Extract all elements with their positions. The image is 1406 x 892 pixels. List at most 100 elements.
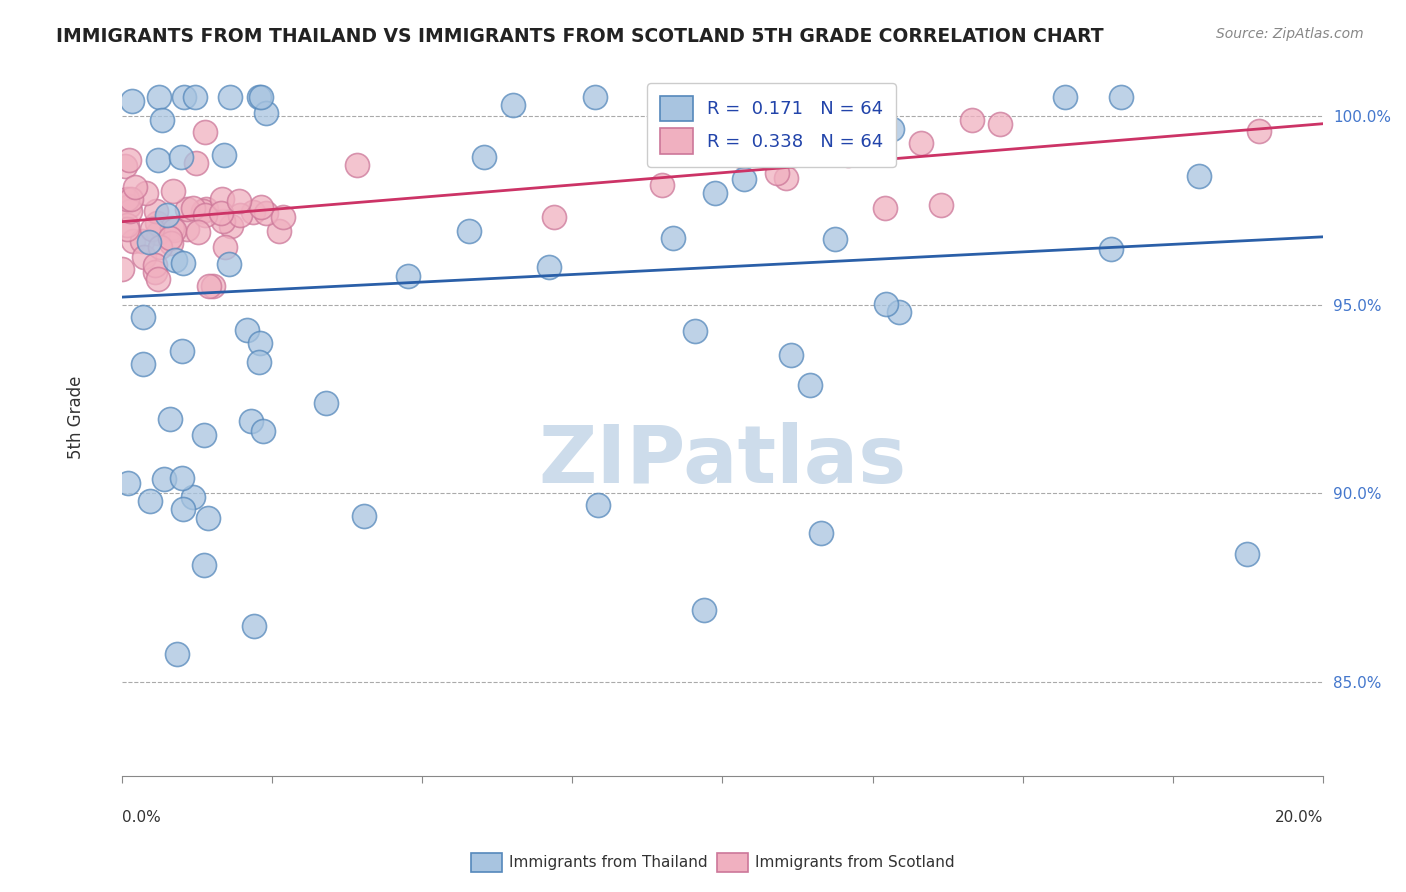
Point	[502, 97, 524, 112]
Text: 5th Grade: 5th Grade	[67, 376, 84, 459]
Point	[271, 210, 294, 224]
Point	[160, 235, 183, 250]
Point	[141, 222, 163, 236]
Point	[184, 155, 207, 169]
Point	[138, 494, 160, 508]
Point	[650, 178, 672, 192]
Point	[172, 256, 194, 270]
Point	[159, 231, 181, 245]
Point	[837, 147, 859, 161]
Point	[733, 172, 755, 186]
Point	[194, 202, 217, 217]
Point	[156, 208, 179, 222]
Point	[165, 253, 187, 268]
Point	[929, 198, 952, 212]
Point	[181, 490, 204, 504]
Point	[193, 428, 215, 442]
Text: Immigrants from Scotland: Immigrants from Scotland	[755, 855, 955, 870]
Point	[115, 193, 138, 207]
Point	[219, 90, 242, 104]
Point	[148, 227, 170, 241]
Point	[583, 90, 606, 104]
Point	[153, 472, 176, 486]
Point	[875, 296, 897, 310]
Point	[114, 160, 136, 174]
Text: Immigrants from Thailand: Immigrants from Thailand	[509, 855, 707, 870]
Point	[135, 186, 157, 200]
Point	[775, 171, 797, 186]
Point	[586, 498, 609, 512]
Point	[176, 222, 198, 236]
Point	[118, 203, 141, 218]
Point	[194, 208, 217, 222]
Point	[115, 219, 138, 233]
Point	[346, 158, 368, 172]
Point	[193, 558, 215, 573]
Point	[145, 217, 167, 231]
Point	[187, 225, 209, 239]
Point	[396, 269, 419, 284]
Point	[880, 122, 903, 136]
Point	[214, 240, 236, 254]
Point	[693, 603, 716, 617]
Point	[121, 235, 143, 249]
Point	[856, 112, 879, 126]
Point	[146, 153, 169, 168]
Point	[163, 223, 186, 237]
Point	[1053, 90, 1076, 104]
Point	[162, 185, 184, 199]
Text: Source: ZipAtlas.com: Source: ZipAtlas.com	[1216, 27, 1364, 41]
Point	[779, 348, 801, 362]
Point	[172, 502, 194, 516]
Point	[250, 90, 273, 104]
Point	[132, 250, 155, 264]
Point	[1099, 242, 1122, 256]
Point	[148, 272, 170, 286]
Point	[1109, 90, 1132, 104]
Point	[170, 343, 193, 358]
Point	[457, 225, 479, 239]
Point	[132, 358, 155, 372]
Point	[242, 204, 264, 219]
Point	[212, 147, 235, 161]
Point	[148, 240, 170, 254]
Point	[194, 125, 217, 139]
Point	[683, 324, 706, 338]
Point	[228, 208, 250, 222]
Point	[201, 278, 224, 293]
Point	[184, 90, 207, 104]
Text: ZIPatlas: ZIPatlas	[538, 422, 907, 500]
Point	[115, 222, 138, 236]
Point	[143, 265, 166, 279]
Point	[988, 117, 1011, 131]
Point	[537, 260, 560, 274]
Point	[166, 648, 188, 662]
Point	[170, 150, 193, 164]
Point	[824, 232, 846, 246]
Point	[120, 192, 142, 206]
Point	[543, 210, 565, 224]
Point	[960, 113, 983, 128]
Point	[472, 150, 495, 164]
Legend: R =  0.171   N = 64, R =  0.338   N = 64: R = 0.171 N = 64, R = 0.338 N = 64	[647, 83, 896, 167]
Point	[703, 186, 725, 201]
Point	[249, 200, 271, 214]
Point	[212, 214, 235, 228]
Point	[662, 230, 685, 244]
Point	[1188, 169, 1211, 183]
Point	[117, 475, 139, 490]
Point	[143, 259, 166, 273]
Point	[242, 618, 264, 632]
Point	[218, 256, 240, 270]
Point	[873, 201, 896, 215]
Point	[228, 194, 250, 208]
Point	[823, 144, 845, 158]
Point	[315, 396, 337, 410]
Point	[197, 278, 219, 293]
Point	[889, 305, 911, 319]
Point	[159, 412, 181, 426]
Text: 20.0%: 20.0%	[1275, 810, 1323, 825]
Point	[209, 206, 232, 220]
Point	[247, 90, 270, 104]
Point	[111, 262, 134, 277]
